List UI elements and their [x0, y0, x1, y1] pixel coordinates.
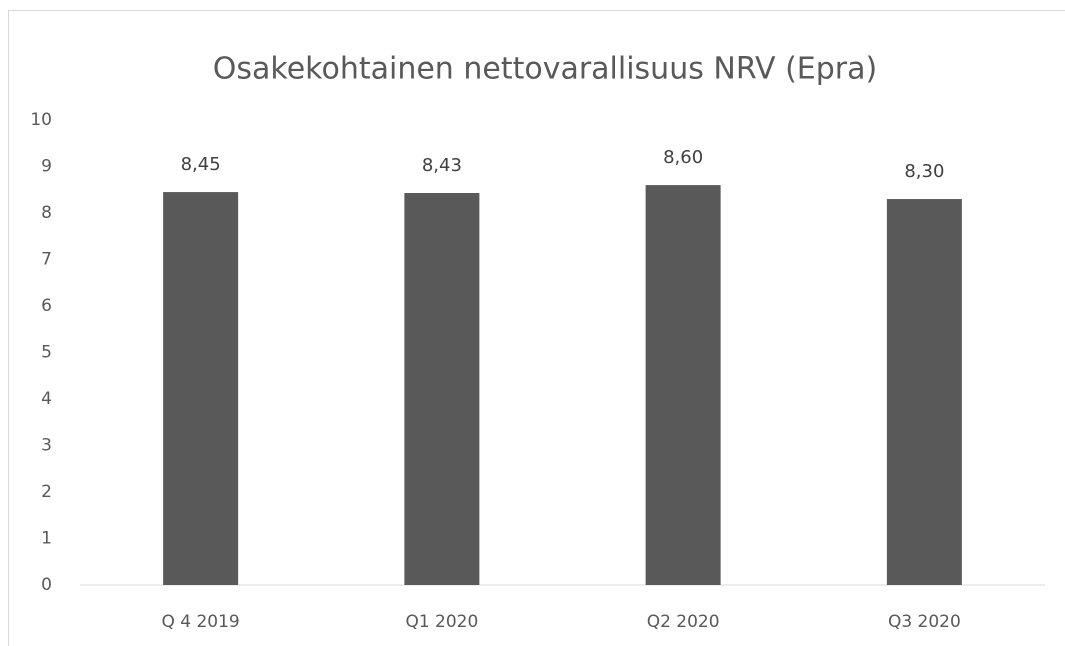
x-tick-label: Q 4 2019 — [161, 612, 239, 632]
y-tick-label: 8 — [41, 203, 52, 223]
data-label: 8,45 — [181, 154, 221, 175]
bar — [645, 185, 721, 585]
x-tick-label: Q1 2020 — [405, 612, 478, 632]
x-tick-label: Q2 2020 — [647, 612, 720, 632]
bar — [886, 199, 962, 586]
y-tick-label: 0 — [41, 575, 52, 595]
chart-title: Osakekohtainen nettovarallisuus NRV (Epr… — [213, 52, 877, 87]
data-label: 8,60 — [663, 147, 703, 168]
y-tick-label: 9 — [41, 157, 52, 177]
bar — [163, 192, 239, 585]
bar — [404, 193, 480, 585]
y-tick-label: 6 — [41, 296, 52, 316]
y-tick-label: 10 — [30, 110, 52, 130]
y-tick-label: 4 — [41, 389, 52, 409]
x-tick-label: Q3 2020 — [888, 612, 961, 632]
y-tick-label: 2 — [41, 482, 52, 502]
data-label: 8,43 — [422, 155, 462, 176]
y-tick-label: 5 — [41, 343, 52, 363]
data-label: 8,30 — [904, 161, 944, 182]
y-tick-label: 3 — [41, 436, 52, 456]
y-tick-label: 7 — [41, 250, 52, 270]
y-tick-label: 1 — [41, 529, 52, 549]
